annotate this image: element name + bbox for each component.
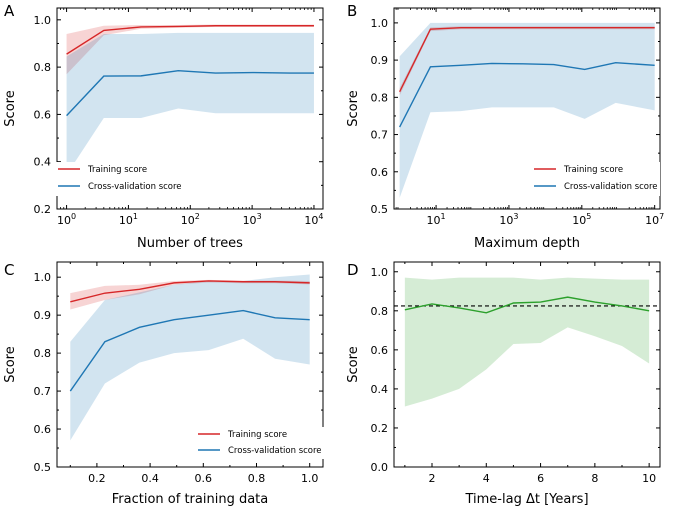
series-line — [404, 296, 650, 314]
panel-label: A — [4, 2, 15, 20]
tick-label: 101 — [119, 212, 138, 227]
y-axis-label: Score — [346, 90, 361, 126]
tick-label: 102 — [181, 212, 200, 227]
tick-label: 105 — [572, 212, 591, 227]
tick-label: 2 — [429, 472, 436, 485]
tick-label: 103 — [243, 212, 262, 227]
tick-label: 0.2 — [371, 422, 389, 435]
y-axis-label: Score — [3, 346, 18, 382]
series-line — [399, 62, 655, 128]
confidence-band — [399, 22, 655, 198]
tick-label: 1.0 — [371, 17, 389, 30]
tick-label: 0.4 — [34, 156, 52, 169]
legend-entry: Cross-validation score — [88, 182, 182, 192]
series-line — [69, 309, 310, 392]
tick-label: 0.4 — [371, 383, 389, 396]
axes-frame — [56, 261, 324, 468]
legend-box — [52, 162, 202, 196]
legend-entry: Training score — [563, 165, 623, 175]
tick-label: 1.0 — [34, 14, 52, 27]
x-axis-label: Fraction of training data — [112, 492, 268, 507]
series-line — [66, 69, 314, 117]
tick-label: 104 — [304, 212, 323, 227]
x-axis-label: Maximum depth — [474, 236, 580, 251]
axes-frame — [393, 261, 661, 468]
tick-label: 0.8 — [371, 305, 389, 318]
tick-label: 0.8 — [34, 347, 52, 360]
tick-label: 0.8 — [34, 61, 52, 74]
tick-label: 0.7 — [371, 129, 389, 142]
chart-panel-a: 0.2 0.4 0.6 0.8 1.0 100 101 102 103 104 Number of … — [3, 2, 324, 251]
tick-label: 0.0 — [371, 461, 389, 474]
tick-label: 0.6 — [34, 423, 52, 436]
tick-label: 0.9 — [371, 54, 389, 67]
tick-label: 10 — [642, 472, 656, 485]
axes-frame — [393, 7, 661, 210]
tick-label: 1.0 — [34, 271, 52, 284]
tick-label: 0.6 — [371, 344, 389, 357]
plot-area — [399, 22, 655, 198]
tick-label: 0.2 — [88, 472, 106, 485]
chart-panel-c: 0.5 0.6 0.7 0.8 0.9 1.0 0.2 0.4 0.6 0.8 1.0 Fractio… — [3, 261, 344, 507]
chart-panel-b: 0.5 0.6 0.7 0.8 0.9 1.0 101 103 105 107 Maximum de… — [346, 2, 664, 251]
panel-label: C — [4, 261, 14, 279]
legend-box — [528, 162, 660, 196]
tick-label: 0.5 — [34, 461, 52, 474]
tick-label: 0.5 — [371, 203, 389, 216]
tick-label: 1.0 — [301, 472, 319, 485]
x-axis-label: Number of trees — [137, 236, 243, 251]
tick-label: 4 — [483, 472, 490, 485]
series-line — [399, 27, 655, 93]
tick-label: 0.8 — [371, 91, 389, 104]
legend: Training score Cross-validation score — [52, 162, 202, 196]
legend: Training score Cross-validation score — [192, 427, 344, 459]
chart-panel-d: 0.0 0.2 0.4 0.6 0.8 1.0 2 4 6 8 10 Time-lag Δt [Yea… — [346, 261, 661, 507]
confidence-band — [404, 277, 650, 407]
confidence-band — [70, 274, 310, 441]
tick-label: 1.0 — [371, 266, 389, 279]
series-line — [66, 25, 314, 55]
tick-label: 0.4 — [141, 472, 159, 485]
legend-entry: Cross-validation score — [564, 182, 658, 192]
y-axis-label: Score — [3, 90, 18, 126]
legend: Training score Cross-validation score — [528, 162, 660, 196]
plot-area — [394, 277, 660, 407]
tick-label: 0.2 — [34, 203, 52, 216]
tick-label: 0.9 — [34, 309, 52, 322]
series-line — [70, 280, 310, 303]
confidence-band — [66, 32, 314, 175]
tick-label: 0.6 — [195, 472, 213, 485]
legend-entry: Training score — [227, 430, 287, 440]
tick-label: 0.7 — [34, 385, 52, 398]
tick-label: 0.6 — [34, 108, 52, 121]
panel-label: B — [347, 2, 357, 20]
x-axis-label: Time-lag Δt [Years] — [464, 492, 588, 507]
tick-label: 8 — [591, 472, 598, 485]
plot-area — [69, 274, 310, 441]
tick-label: 6 — [537, 472, 544, 485]
panel-label: D — [347, 261, 359, 279]
legend-entry: Training score — [87, 165, 147, 175]
confidence-band — [70, 279, 310, 310]
legend-entry: Cross-validation score — [228, 446, 322, 456]
plot-area — [66, 24, 314, 175]
tick-label: 100 — [57, 212, 76, 227]
legend-box — [192, 427, 344, 459]
y-axis-label: Score — [346, 346, 361, 382]
tick-label: 107 — [645, 212, 664, 227]
tick-label: 103 — [499, 212, 518, 227]
confidence-band — [66, 24, 314, 75]
tick-label: 0.6 — [371, 166, 389, 179]
tick-label: 101 — [427, 212, 446, 227]
tick-label: 0.8 — [248, 472, 266, 485]
